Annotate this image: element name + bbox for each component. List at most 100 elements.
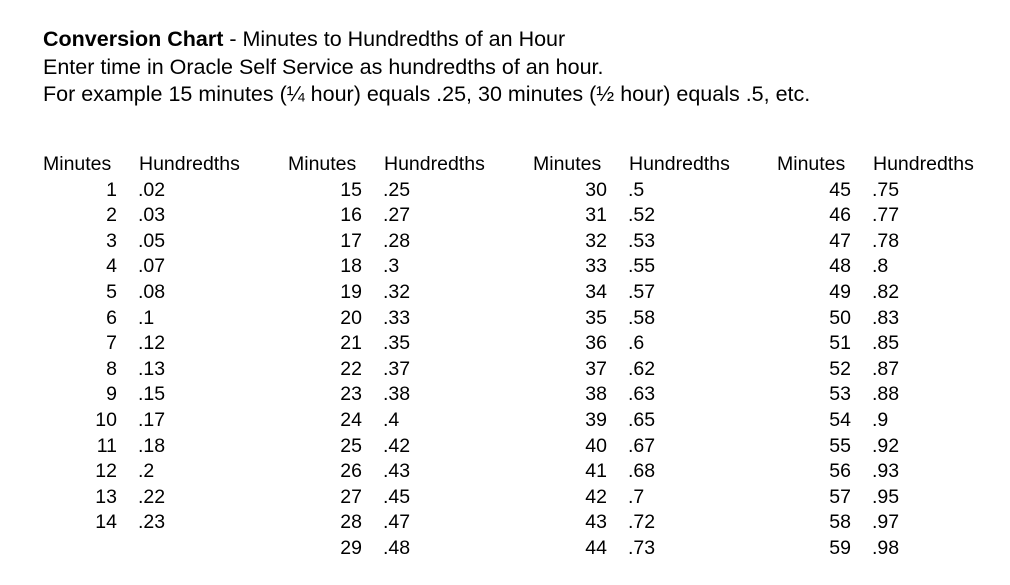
table-row: 53.88 — [777, 382, 974, 408]
minutes-cell: 36 — [585, 332, 607, 355]
hundredths-cell: .78 — [872, 229, 900, 252]
column-group: Minutes Hundredths 30.5 31.52 32.53 33.55 34.… — [533, 152, 730, 562]
minutes-cell: 6 — [106, 306, 117, 329]
hundredths-cell: .55 — [628, 255, 656, 278]
hundredths-cell: .95 — [872, 485, 900, 508]
table-row: 12.2 — [43, 459, 240, 485]
hundredths-cell: .03 — [138, 204, 166, 227]
chart-header: Conversion Chart - Minutes to Hundredths… — [43, 26, 810, 109]
hundredths-cell: .08 — [138, 280, 166, 303]
hundredths-header: Hundredths — [384, 153, 485, 175]
hundredths-header: Hundredths — [139, 153, 240, 175]
hundredths-cell: .82 — [872, 280, 900, 303]
table-row: 59.98 — [777, 536, 974, 562]
hundredths-cell: .4 — [383, 408, 400, 431]
hundredths-cell: .52 — [628, 204, 656, 227]
table-row: 51.85 — [777, 331, 974, 357]
hundredths-cell: .45 — [383, 485, 411, 508]
hundredths-cell: .2 — [138, 460, 155, 483]
minutes-cell: 21 — [340, 332, 362, 355]
hundredths-cell: .97 — [872, 511, 900, 534]
minutes-cell: 59 — [829, 536, 851, 559]
minutes-cell: 39 — [585, 408, 607, 431]
hundredths-header: Hundredths — [629, 153, 730, 175]
minutes-cell: 38 — [585, 383, 607, 406]
minutes-cell: 15 — [340, 178, 362, 201]
minutes-cell: 48 — [829, 255, 851, 278]
table-row: 54.9 — [777, 408, 974, 434]
chart-title: Conversion Chart — [43, 27, 224, 51]
table-row: 25.42 — [288, 434, 485, 460]
minutes-header: Minutes — [533, 153, 602, 175]
table-row: 43.72 — [533, 510, 730, 536]
column-group: Minutes Hundredths 45.75 46.77 47.78 48.8 49.… — [777, 152, 974, 562]
table-row: 49.82 — [777, 280, 974, 306]
minutes-cell: 18 — [340, 255, 362, 278]
minutes-cell: 34 — [585, 280, 607, 303]
hundredths-cell: .28 — [383, 229, 411, 252]
table-row: 1.02 — [43, 178, 240, 204]
table-row: 44.73 — [533, 536, 730, 562]
table-row: 11.18 — [43, 434, 240, 460]
minutes-cell: 19 — [340, 280, 362, 303]
minutes-cell: 24 — [340, 408, 362, 431]
table-row: 19.32 — [288, 280, 485, 306]
hundredths-cell: .27 — [383, 204, 411, 227]
title-line: Conversion Chart - Minutes to Hundredths… — [43, 26, 810, 54]
hundredths-cell: .47 — [383, 511, 411, 534]
minutes-cell: 13 — [95, 485, 117, 508]
table-row: 8.13 — [43, 357, 240, 383]
hundredths-cell: .88 — [872, 383, 900, 406]
minutes-cell: 3 — [106, 229, 117, 252]
hundredths-cell: .32 — [383, 280, 411, 303]
hundredths-cell: .43 — [383, 460, 411, 483]
table-row: 26.43 — [288, 459, 485, 485]
table-row: 5.08 — [43, 280, 240, 306]
minutes-cell: 7 — [106, 332, 117, 355]
minutes-cell: 16 — [340, 204, 362, 227]
hundredths-cell: .98 — [872, 536, 900, 559]
table-row: 46.77 — [777, 203, 974, 229]
column-header: Minutes Hundredths — [533, 152, 730, 178]
hundredths-cell: .77 — [872, 204, 900, 227]
minutes-cell: 31 — [585, 204, 607, 227]
hundredths-cell: .87 — [872, 357, 900, 380]
table-row: 22.37 — [288, 357, 485, 383]
table-row: 52.87 — [777, 357, 974, 383]
minutes-cell: 10 — [95, 408, 117, 431]
minutes-cell: 8 — [106, 357, 117, 380]
table-row: 34.57 — [533, 280, 730, 306]
hundredths-cell: .1 — [138, 306, 155, 329]
minutes-cell: 27 — [340, 485, 362, 508]
table-row: 10.17 — [43, 408, 240, 434]
table-row: 17.28 — [288, 229, 485, 255]
minutes-cell: 29 — [340, 536, 362, 559]
table-row: 35.58 — [533, 306, 730, 332]
hundredths-cell: .75 — [872, 178, 900, 201]
hundredths-cell: .93 — [872, 460, 900, 483]
table-row: 55.92 — [777, 434, 974, 460]
hundredths-cell: .85 — [872, 332, 900, 355]
group-rows: 45.75 46.77 47.78 48.8 49.82 50.83 51.85 52.87 5… — [777, 178, 974, 562]
hundredths-cell: .9 — [872, 408, 889, 431]
minutes-cell: 43 — [585, 511, 607, 534]
hundredths-cell: .3 — [383, 255, 400, 278]
table-row: 15.25 — [288, 178, 485, 204]
minutes-cell: 41 — [585, 460, 607, 483]
group-rows: 30.5 31.52 32.53 33.55 34.57 35.58 36.6 37.62 38… — [533, 178, 730, 562]
minutes-cell: 11 — [96, 434, 117, 457]
minutes-cell: 53 — [829, 383, 851, 406]
column-group: Minutes Hundredths 1.02 2.03 3.05 4.07 5.08 6.… — [43, 152, 240, 536]
minutes-cell: 51 — [829, 332, 851, 355]
hundredths-cell: .13 — [138, 357, 166, 380]
hundredths-cell: .72 — [628, 511, 656, 534]
table-row: 30.5 — [533, 178, 730, 204]
minutes-cell: 20 — [340, 306, 362, 329]
minutes-cell: 23 — [340, 383, 362, 406]
minutes-cell: 44 — [585, 536, 607, 559]
minutes-cell: 26 — [340, 460, 362, 483]
minutes-cell: 50 — [829, 306, 851, 329]
table-row: 33.55 — [533, 254, 730, 280]
hundredths-cell: .25 — [383, 178, 411, 201]
hundredths-cell: .38 — [383, 383, 411, 406]
